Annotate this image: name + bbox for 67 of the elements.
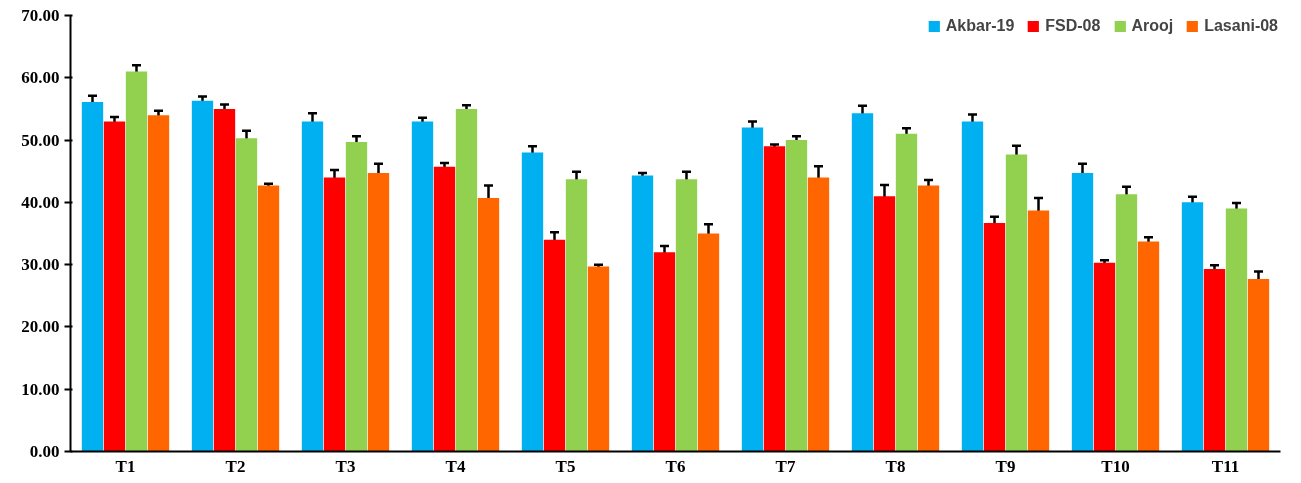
bar xyxy=(675,179,698,452)
x-tick-label: T10 xyxy=(1101,456,1130,476)
bar xyxy=(983,222,1006,452)
bar xyxy=(191,100,214,452)
bar xyxy=(235,138,258,452)
legend-label: Arooj xyxy=(1131,17,1174,35)
bar xyxy=(1115,194,1138,452)
x-tick-label: T3 xyxy=(335,456,356,476)
bar xyxy=(213,108,236,452)
x-tick-label: T4 xyxy=(445,456,466,476)
bar xyxy=(521,152,544,452)
bar xyxy=(1137,241,1160,452)
bar xyxy=(587,266,610,452)
bar xyxy=(1203,269,1226,452)
bar xyxy=(873,196,896,452)
bar xyxy=(807,177,830,452)
bar xyxy=(631,175,654,452)
bar xyxy=(785,140,808,452)
bar xyxy=(81,102,104,452)
bar xyxy=(565,179,588,452)
y-tick-label: 30.00 xyxy=(21,255,60,275)
bar xyxy=(455,108,478,452)
bar xyxy=(1093,262,1116,452)
bar xyxy=(917,185,940,452)
bar xyxy=(345,141,368,452)
bar xyxy=(653,252,676,452)
y-tick-label: 70.00 xyxy=(21,6,60,25)
bar xyxy=(741,127,764,452)
y-tick-label: 40.00 xyxy=(21,192,60,212)
bar xyxy=(367,173,390,452)
legend-label: Lasani-08 xyxy=(1204,17,1278,35)
bar xyxy=(895,133,918,452)
y-tick-label: 10.00 xyxy=(21,379,60,399)
x-tick-label: T7 xyxy=(775,456,796,476)
legend-label: Akbar-19 xyxy=(945,17,1015,35)
bar xyxy=(961,121,984,452)
legend-label: FSD-08 xyxy=(1045,17,1101,35)
bar xyxy=(103,121,126,452)
bar xyxy=(1247,278,1270,452)
x-tick-label: T11 xyxy=(1211,456,1240,476)
bar xyxy=(1005,154,1028,452)
bar xyxy=(477,198,500,452)
y-tick-label: 60.00 xyxy=(21,68,60,88)
bar xyxy=(763,146,786,452)
x-tick-label: T5 xyxy=(555,456,576,476)
bar xyxy=(543,239,566,452)
y-tick-label: 0.00 xyxy=(29,442,60,461)
bar xyxy=(851,113,874,452)
bar xyxy=(1027,210,1050,452)
y-tick-label: 20.00 xyxy=(21,317,60,337)
x-tick-label: T6 xyxy=(665,456,686,476)
bar xyxy=(323,177,346,452)
bar xyxy=(301,121,324,452)
bar xyxy=(411,121,434,452)
bar xyxy=(697,233,720,452)
bar xyxy=(433,166,456,452)
x-tick-label: T1 xyxy=(115,456,136,476)
y-tick-label: 50.00 xyxy=(21,130,60,150)
bar xyxy=(125,71,148,452)
bar xyxy=(1225,208,1248,452)
x-tick-label: T2 xyxy=(225,456,246,476)
x-tick-label: T8 xyxy=(885,456,906,476)
bar xyxy=(257,185,280,452)
x-tick-label: T9 xyxy=(995,456,1016,476)
bar xyxy=(147,115,170,452)
bar xyxy=(1071,173,1094,452)
bar xyxy=(1181,202,1204,452)
